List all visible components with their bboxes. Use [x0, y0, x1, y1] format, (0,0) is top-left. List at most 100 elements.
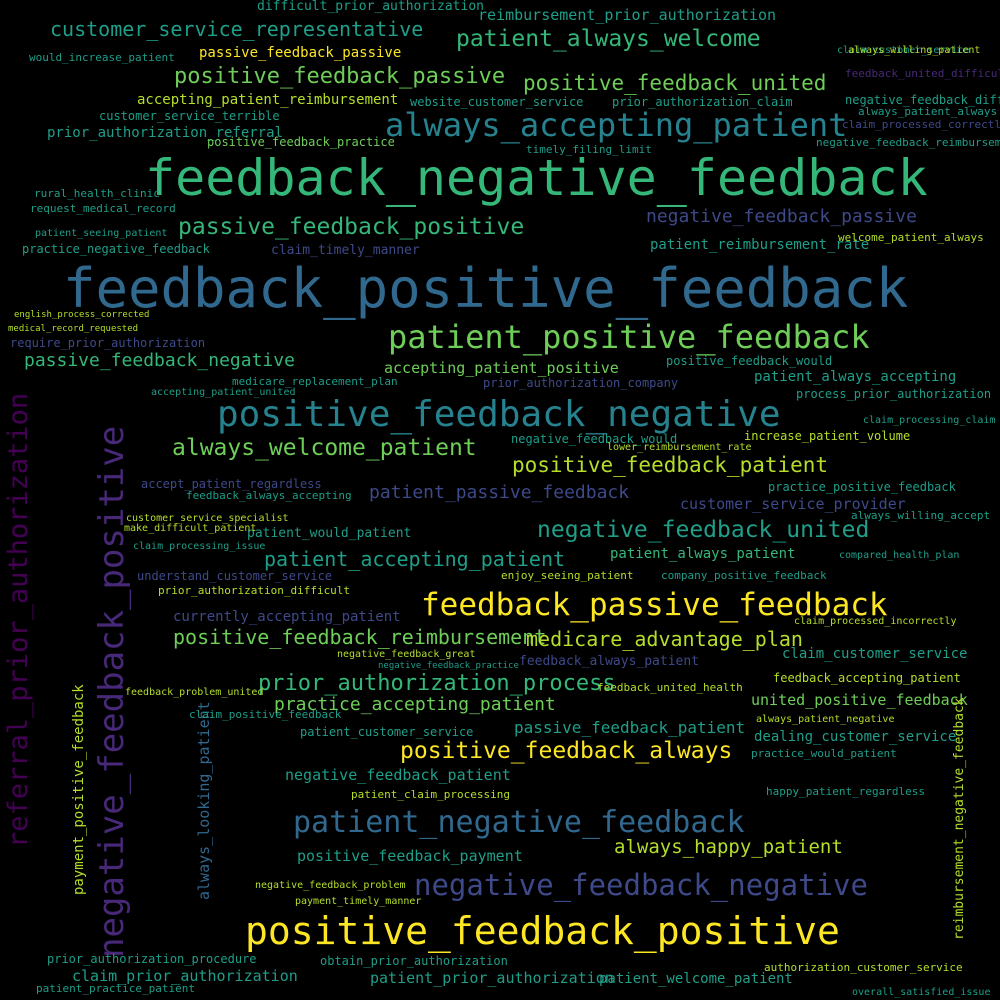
- word-obtain-prior-authorization: obtain_prior_authorization: [320, 954, 508, 968]
- word-feedback-passive-feedback: feedback_passive_feedback: [421, 587, 888, 623]
- word-currently-accepting-patient: currently_accepting_patient: [173, 609, 401, 625]
- word-patient-seeing-patient: patient_seeing_patient: [35, 228, 168, 239]
- word-claim-processing-claim: claim_processing_claim: [863, 415, 996, 426]
- word-patient-reimbursement-rate: patient_reimbursement_rate: [650, 237, 870, 253]
- word-claim-processing-issue: claim_processing_issue: [133, 541, 266, 552]
- word-negative-feedback-negative: negative_feedback_negative: [414, 868, 868, 902]
- word-patient-always-accepting: patient_always_accepting: [754, 369, 957, 385]
- word-customer-service-provider: customer_service_provider: [680, 495, 906, 513]
- word-feedback-accepting-patient: feedback_accepting_patient: [773, 671, 961, 685]
- word-claim-customer-service-2: claim_customer_service: [837, 45, 970, 56]
- word-would-increase-patient: would_increase_patient: [29, 51, 175, 64]
- word-claim-positive-feedback: claim_positive_feedback: [189, 708, 342, 721]
- word-patient-always-patient: patient_always_patient: [610, 546, 796, 562]
- word-negative-feedback-would: negative_feedback_would: [511, 432, 678, 446]
- word-payment-timely-manner: payment_timely_manner: [295, 896, 422, 907]
- word-feedback-always-accepting: feedback_always_accepting: [186, 489, 352, 502]
- word-lower-reimbursement-rate: lower_reimbursement_rate: [607, 442, 752, 453]
- word-prior-authorization-company: prior_authorization_company: [483, 376, 679, 390]
- word-prior-authorization-difficult: prior_authorization_difficult: [158, 584, 351, 597]
- word-always-happy-patient: always_happy_patient: [614, 836, 843, 858]
- word-make-difficult-patient: make_difficult_patient: [124, 523, 257, 534]
- word-always-welcome-patient: always_welcome_patient: [172, 435, 477, 461]
- word-positive-feedback-reimbursement: positive_feedback_reimbursement: [173, 625, 547, 649]
- word-payment-positive-feedback: payment_positive_feedback: [71, 684, 87, 895]
- word-compared-health-plan: compared_health_plan: [839, 550, 960, 561]
- word-positive-feedback-patient: positive_feedback_patient: [512, 453, 829, 477]
- word-feedback-negative-feedback: feedback_negative_feedback: [145, 149, 928, 207]
- word-request-medical-record: request_medical_record: [30, 202, 176, 215]
- word-claim-processed-correctly: claim_processed_correctly: [842, 118, 1000, 131]
- word-passive-feedback-negative: passive_feedback_negative: [24, 350, 295, 371]
- word-patient-customer-service: patient_customer_service: [300, 725, 474, 739]
- word-rural-health-clinic: rural_health_clinic: [34, 187, 160, 200]
- word-dealing-customer-service: dealing_customer_service: [754, 729, 957, 745]
- word-always-looking-patient: always_looking_patient: [195, 701, 213, 900]
- word-accept-patient-regardless: accept_patient_regardless: [141, 477, 322, 491]
- word-customer-service-terrible: customer_service_terrible: [99, 109, 280, 123]
- word-patient-accepting-patient: patient_accepting_patient: [264, 547, 566, 571]
- word-patient-positive-feedback: patient_positive_feedback: [388, 318, 870, 356]
- word-accepting-patient-united: accepting_patient_united: [151, 387, 296, 398]
- word-negative-feedback-united: negative_feedback_united: [537, 517, 870, 543]
- word-claim-customer-service: claim_customer_service: [782, 646, 968, 662]
- word-practice-positive-feedback: practice_positive_feedback: [768, 480, 956, 494]
- word-feedback-positive-feedback: feedback_positive_feedback: [63, 257, 909, 320]
- word-positive-feedback-united: positive_feedback_united: [523, 71, 827, 95]
- word-positive-feedback-always: positive_feedback_always: [400, 738, 733, 764]
- word-patient-welcome-patient: patient_welcome_patient: [599, 971, 793, 987]
- word-understand-customer-service: understand_customer_service: [137, 569, 333, 583]
- word-medicare-replacement-plan: medicare_replacement_plan: [232, 375, 398, 388]
- word-reimbursement-prior-authorization: reimbursement_prior_authorization: [478, 6, 777, 24]
- word-overall-satisfied-issue: overall_satisfied_issue: [852, 987, 991, 998]
- word-patient-negative-feedback: patient_negative_feedback: [293, 805, 745, 840]
- word-medical-record-requested: medical_record_requested: [8, 324, 139, 334]
- word-claim-processed-incorrectly: claim_processed_incorrectly: [794, 616, 957, 627]
- word-negative-feedback-patient: negative_feedback_patient: [285, 766, 511, 784]
- word-patient-claim-processing: patient_claim_processing: [351, 788, 510, 801]
- word-positive-feedback-would: positive_feedback_would: [666, 354, 833, 368]
- word-claim-prior-authorization: claim_prior_authorization: [72, 967, 298, 985]
- word-company-positive-feedback: company_positive_feedback: [661, 569, 827, 582]
- word-patient-prior-authorization: patient_prior_authorization: [370, 969, 614, 987]
- word-positive-feedback-passive: positive_feedback_passive: [174, 64, 506, 89]
- word-passive-feedback-patient: passive_feedback_patient: [514, 718, 746, 737]
- word-always-accepting-patient: always_accepting_patient: [385, 106, 848, 144]
- word-positive-feedback-negative: positive_feedback_negative: [217, 394, 781, 435]
- word-english-process-corrected: english_process_corrected: [14, 310, 150, 320]
- word-always-willing-patient: always_willing_patient: [848, 45, 981, 56]
- word-require-prior-authorization: require_prior_authorization: [10, 336, 206, 350]
- word-feedback-problem-united: feedback_problem_united: [125, 687, 264, 698]
- word-negative-feedback-great: negative_feedback_great: [337, 649, 476, 660]
- word-passive-feedback-positive: passive_feedback_positive: [178, 214, 525, 240]
- word-negative-feedback-passive: negative_feedback_passive: [646, 206, 917, 227]
- word-prior-authorization-process: prior_authorization_process: [258, 671, 616, 696]
- word-prior-authorization-claim: prior_authorization_claim: [612, 95, 793, 109]
- word-accepting-patient-positive: accepting_patient_positive: [384, 359, 619, 377]
- word-patient-would-patient: patient_would_patient: [247, 526, 412, 541]
- word-website-customer-service: website_customer_service: [410, 95, 584, 109]
- word-increase-patient-volume: increase_patient_volume: [744, 429, 911, 443]
- word-authorization-customer-service: authorization_customer_service: [764, 961, 963, 974]
- word-customer-service-specialist: customer_service_specialist: [126, 513, 289, 524]
- word-always-willing-accept: always_willing_accept: [851, 509, 991, 522]
- word-positive-feedback-practice: positive_feedback_practice: [207, 135, 395, 149]
- word-patient-always-welcome: patient_always_welcome: [456, 26, 761, 52]
- word-feedback-always-patient: feedback_always_patient: [519, 654, 700, 669]
- word-process-prior-authorization: process_prior_authorization: [796, 387, 992, 401]
- word-always-patient-negative: always_patient_negative: [756, 714, 895, 725]
- word-feedback-united-health: feedback_united_health: [597, 681, 743, 694]
- word-negative-feedback-difficult: negative_feedback_difficult: [845, 93, 1000, 107]
- word-patient-practice-patient: patient_practice_patient: [36, 982, 195, 995]
- word-timely-filing-limit: timely_filing_limit: [526, 143, 652, 156]
- word-always-patient-always: always_patient_always: [858, 105, 998, 118]
- word-negative-feedback-problem: negative_feedback_problem: [255, 880, 406, 891]
- word-prior-authorization-referral: prior_authorization_referral: [47, 125, 284, 141]
- word-welcome-patient-always: welcome_patient_always: [838, 231, 984, 244]
- word-referral-prior-authorization: referral_prior_authorization: [3, 392, 34, 848]
- word-claim-timely-manner: claim_timely_manner: [271, 243, 420, 258]
- word-united-positive-feedback: united_positive_feedback: [751, 691, 968, 709]
- word-passive-feedback-passive: passive_feedback_passive: [199, 45, 402, 61]
- word-happy-patient-regardless: happy_patient_regardless: [766, 785, 925, 798]
